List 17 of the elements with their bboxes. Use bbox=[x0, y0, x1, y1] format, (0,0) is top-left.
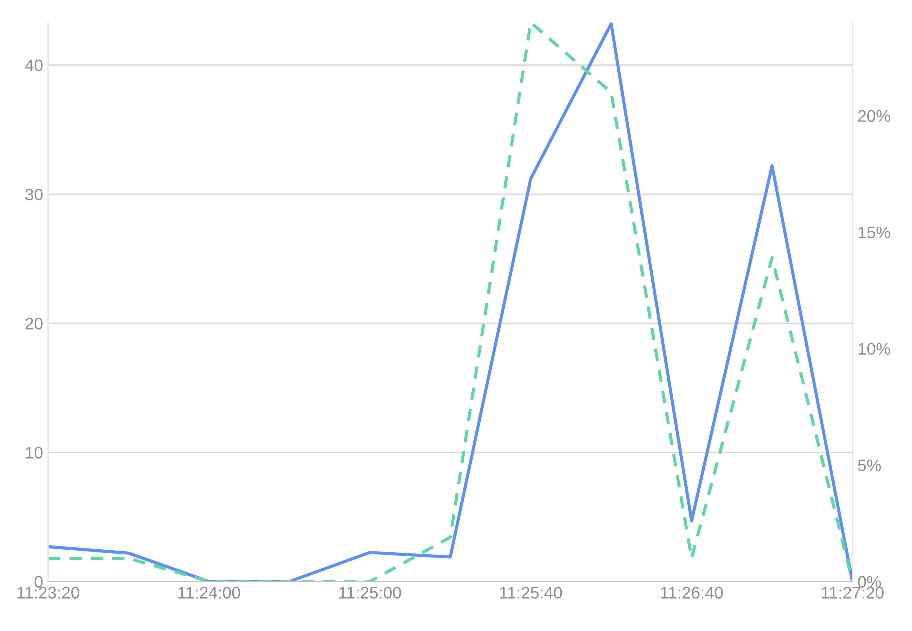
x-tick-label: 11:25:40 bbox=[500, 587, 562, 599]
y-tick-label: 30 bbox=[26, 188, 43, 201]
x-tick-label: 11:23:20 bbox=[18, 587, 80, 599]
y-tick-label: 20 bbox=[26, 318, 43, 330]
y2-tick-label: 20% bbox=[858, 110, 890, 122]
y-tick-label: 10 bbox=[26, 447, 43, 459]
line-series bbox=[48, 22, 853, 582]
y2-tick-label: 15% bbox=[858, 226, 890, 239]
x-tick-label: 11:24:00 bbox=[178, 587, 240, 599]
x-tick-label: 11:27:20 bbox=[822, 587, 884, 599]
y2-tick-label: 10% bbox=[858, 343, 890, 356]
x-tick-label: 11:25:00 bbox=[340, 587, 402, 599]
y-tick-label: 0 bbox=[34, 576, 43, 588]
x-tick-label: 11:26:40 bbox=[661, 587, 724, 599]
y2-tick-label: 0% bbox=[858, 576, 882, 588]
y-tick-label: 40 bbox=[25, 60, 43, 72]
y2-tick-label: 5% bbox=[858, 460, 882, 472]
